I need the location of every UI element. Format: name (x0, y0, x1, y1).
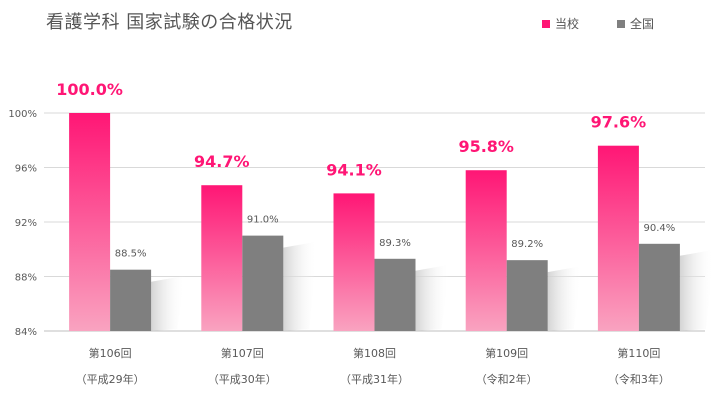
x-tick-sublabel: （令和2年） (476, 372, 538, 386)
legend-label-school: 当校 (555, 17, 580, 31)
data-label-school: 97.6% (591, 113, 647, 132)
x-tick-sublabel: （平成30年） (208, 372, 277, 386)
legend-item-national: 全国 (617, 15, 654, 32)
legend-swatch-national (617, 19, 626, 28)
data-label-national: 89.3% (379, 238, 411, 249)
y-tick-label: 92% (15, 218, 37, 229)
x-tick-label: 第108回 (353, 346, 396, 360)
data-label-school: 100.0% (56, 80, 123, 99)
legend: 当校 全国 (542, 15, 654, 32)
x-tick-sublabel: （平成31年） (340, 372, 409, 386)
bar-school (69, 113, 111, 331)
bar-shadow (679, 249, 714, 331)
data-label-national: 90.4% (644, 223, 676, 234)
y-tick-label: 100% (8, 109, 37, 120)
x-tick-label: 第106回 (89, 346, 132, 360)
bar-school (333, 193, 375, 331)
x-tick-sublabel: （令和3年） (608, 372, 670, 386)
bar-national (374, 258, 416, 331)
legend-item-school: 当校 (542, 15, 579, 32)
bar-shadow (415, 264, 450, 331)
x-tick-label: 第107回 (221, 346, 264, 360)
bar-school (597, 145, 639, 331)
bar-shadow (151, 275, 186, 331)
y-tick-label: 84% (15, 327, 37, 338)
x-tick-sublabel: （平成29年） (76, 372, 145, 386)
data-label-national: 88.5% (115, 249, 147, 260)
bar-national (638, 243, 680, 331)
data-label-national: 89.2% (511, 239, 543, 250)
bar-national (110, 269, 152, 331)
bar-shadow (283, 241, 318, 331)
legend-swatch-school (542, 19, 550, 28)
bar-shadow (547, 266, 582, 331)
data-label-school: 95.8% (458, 137, 514, 156)
bar-national (506, 260, 548, 331)
data-label-school: 94.1% (326, 160, 382, 179)
legend-label-national: 全国 (630, 17, 655, 31)
bar-school (201, 185, 243, 331)
y-tick-label: 88% (15, 273, 37, 284)
chart-title: 看護学科 国家試験の合格状況 (46, 12, 293, 33)
data-label-school: 94.7% (194, 152, 250, 171)
data-label-national: 91.0% (247, 215, 279, 226)
bar-school (465, 170, 507, 331)
x-tick-label: 第109回 (485, 346, 528, 360)
x-tick-label: 第110回 (617, 346, 660, 360)
bar-national (242, 235, 284, 331)
y-tick-label: 96% (15, 164, 37, 175)
